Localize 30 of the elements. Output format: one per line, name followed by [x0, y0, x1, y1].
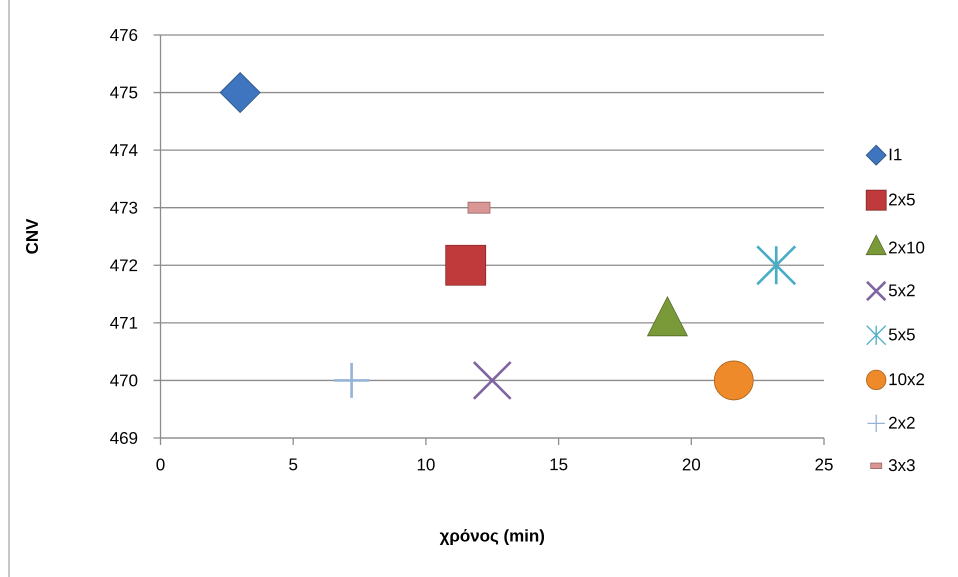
point [472, 360, 512, 400]
x-tick-label: 10 [418, 458, 435, 470]
x-tick-label: 15 [550, 458, 568, 470]
x-tick-label: 25 [815, 458, 833, 470]
legend-label: 2x2 [889, 416, 915, 429]
legend-label: 5x2 [888, 284, 915, 296]
x-tick-label: 0 [156, 458, 165, 470]
legend-label: I1 [890, 148, 902, 160]
point [445, 244, 486, 286]
y-tick-label: 469 [110, 432, 138, 444]
y-tick-label: 473 [110, 202, 138, 214]
y-axis-title: CNV [26, 218, 38, 254]
point [334, 362, 370, 398]
point [714, 360, 754, 400]
x-tick-label: 5 [289, 458, 298, 470]
x-tick-label: 20 [682, 458, 700, 470]
point [220, 72, 261, 113]
y-tick-label: 471 [110, 317, 138, 329]
y-tick-label: 474 [110, 144, 138, 156]
point [756, 245, 796, 286]
legend-label: 2x10 [889, 242, 924, 254]
y-tick-label: 470 [110, 374, 138, 386]
legend-label: 3x3 [888, 459, 915, 472]
y-tick-label: 472 [110, 259, 138, 272]
y-tick-label: 475 [110, 86, 138, 98]
y-tick-label: 476 [110, 28, 138, 41]
legend-label: 2x5 [889, 194, 915, 206]
legend-label: 10x2 [889, 373, 924, 386]
legend-label: 5x5 [888, 328, 915, 340]
x-axis-title: χρόνος (min) [440, 528, 544, 545]
